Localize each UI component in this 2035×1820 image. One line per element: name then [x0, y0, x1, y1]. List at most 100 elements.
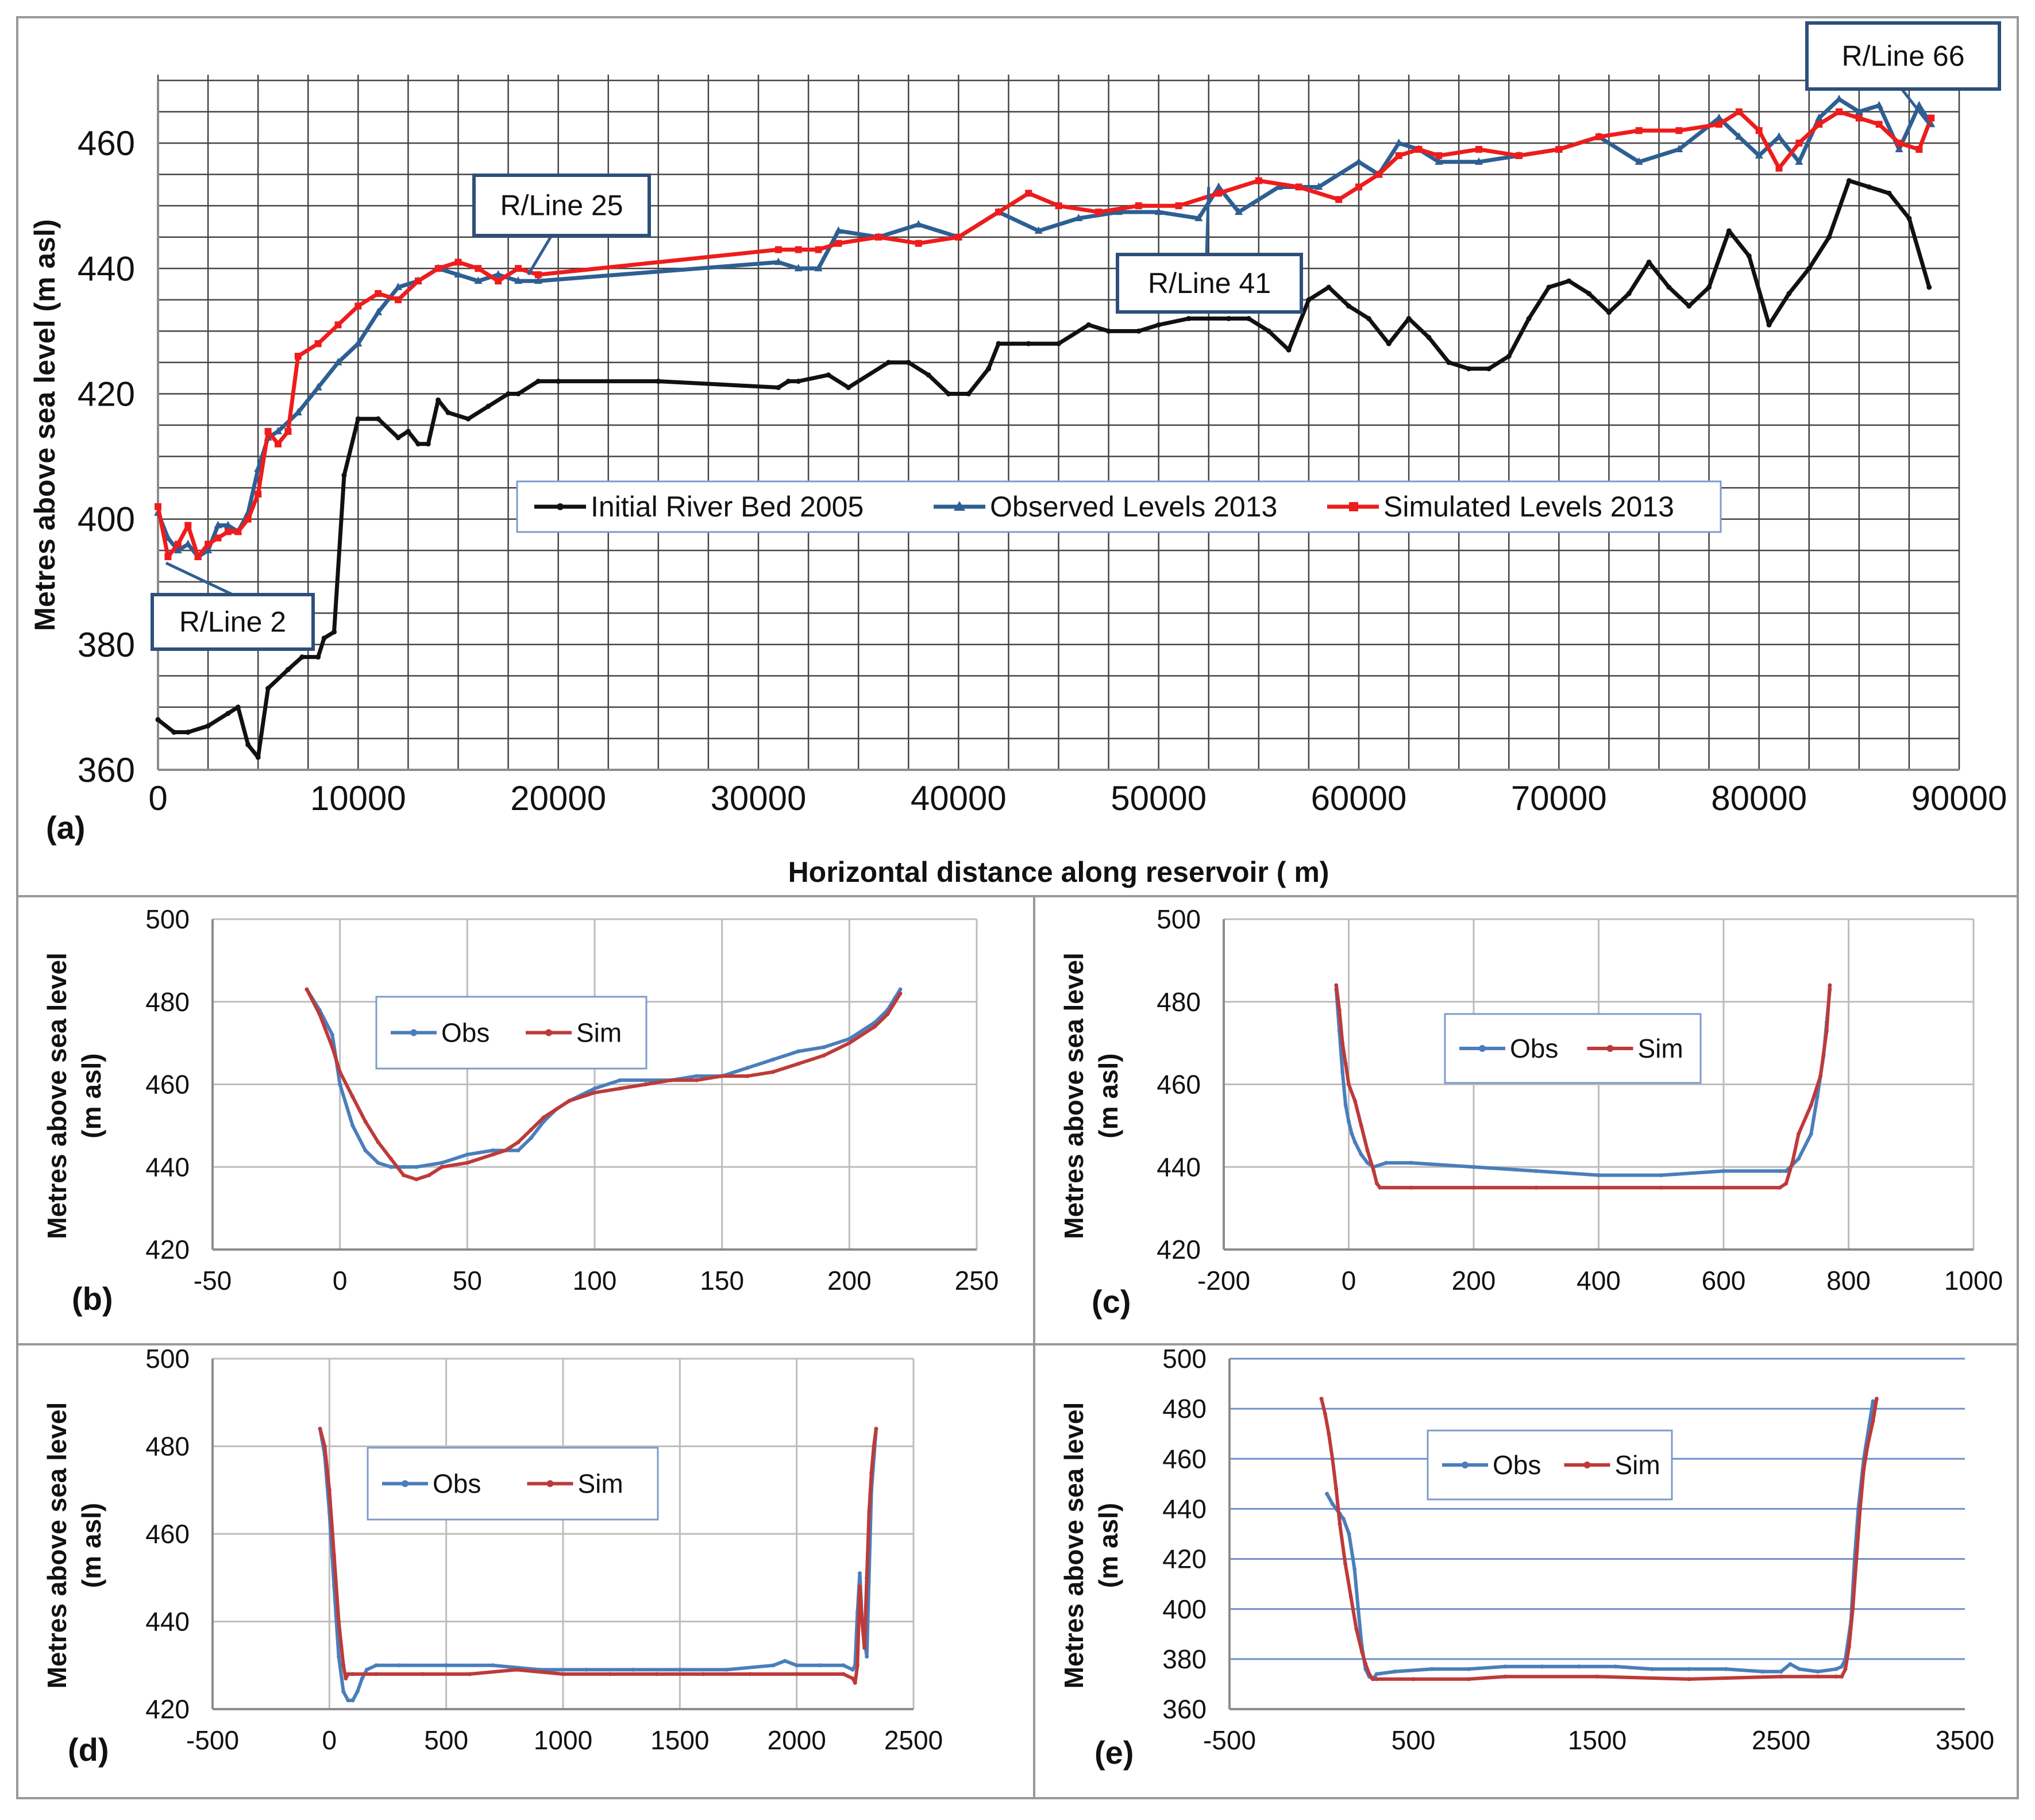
series-point-observed-levels-2013: [474, 276, 483, 284]
legend-label: Obs: [441, 1018, 490, 1048]
series-point-obs: [850, 1667, 855, 1672]
series-point-initial-river-bed-2005: [1666, 284, 1672, 290]
series-point-initial-river-bed-2005: [285, 666, 291, 672]
x-tick-label: 400: [1577, 1266, 1621, 1295]
series-point-initial-river-bed-2005: [1726, 228, 1732, 234]
series-point-sim: [865, 1575, 869, 1580]
y-tick-label: 400: [1162, 1594, 1207, 1624]
series-point-simulated-levels-2013: [795, 246, 802, 253]
series-point-initial-river-bed-2005: [321, 635, 327, 641]
series-point-sim: [1818, 1074, 1823, 1078]
series-point-obs: [631, 1667, 635, 1672]
series-point-sim: [898, 991, 903, 996]
series-point-sim: [643, 1082, 648, 1086]
series-point-observed-levels-2013: [184, 539, 192, 547]
series-point-sim: [654, 1672, 659, 1676]
series-point-initial-river-bed-2005: [1186, 316, 1192, 322]
series-point-observed-levels-2013: [334, 357, 342, 365]
series-point-sim: [1828, 983, 1832, 988]
series-point-initial-river-bed-2005: [155, 717, 161, 723]
series-point-sim: [1338, 1522, 1342, 1526]
series-point-initial-river-bed-2005: [996, 341, 1001, 346]
y-tick-label: 480: [145, 1432, 190, 1462]
series-point-obs: [360, 1676, 364, 1681]
series-point-sim: [694, 1078, 699, 1082]
series-point-obs: [1343, 1102, 1348, 1107]
series-point-initial-river-bed-2005: [245, 742, 251, 747]
series-point-simulated-levels-2013: [155, 503, 161, 510]
series-point-simulated-levels-2013: [1395, 152, 1402, 159]
series-point-obs: [364, 1667, 369, 1672]
series-point-sim: [421, 1672, 425, 1676]
series-point-obs: [796, 1049, 801, 1054]
series-point-simulated-levels-2013: [1135, 202, 1142, 210]
y-tick-label: 500: [1162, 1344, 1207, 1374]
y-tick-label: 460: [145, 1070, 190, 1100]
series-point-simulated-levels-2013: [1755, 127, 1763, 134]
series-point-sim: [745, 1074, 750, 1078]
series-point-sim: [669, 1078, 673, 1082]
annotation-label: R/Line 25: [500, 190, 623, 222]
series-point-obs: [350, 1698, 355, 1703]
series-point-sim: [885, 1012, 890, 1016]
x-tick-label: -200: [1197, 1266, 1250, 1295]
series-point-simulated-levels-2013: [1175, 202, 1182, 210]
y-tick-label: 420: [1157, 1235, 1201, 1264]
series-point-sim: [1687, 1677, 1691, 1682]
series-line-sim: [1320, 1397, 1879, 1681]
series-point-observed-levels-2013: [223, 520, 232, 529]
annotation-box: [1116, 253, 1303, 314]
series-point-obs: [1503, 1664, 1508, 1669]
series-point-sim: [1334, 983, 1339, 988]
x-tick-label: 200: [1452, 1266, 1496, 1295]
legend-marker: [402, 1480, 408, 1487]
x-tick-label: 800: [1826, 1266, 1871, 1295]
series-point-sim: [796, 1062, 801, 1066]
annotation-box: [151, 593, 315, 651]
series-point-obs: [363, 1148, 368, 1152]
series-point-simulated-levels-2013: [1295, 183, 1302, 191]
chart-a: 0 10000 20000 30000 40000 50000 60000 70000 8000…: [29, 21, 2007, 888]
series-point-sim: [1343, 1062, 1348, 1066]
panel-c-frame: [1033, 895, 2019, 1345]
series-point-observed-levels-2013: [314, 383, 322, 391]
series-point-obs: [1374, 1672, 1379, 1676]
series-point-sim: [1797, 1132, 1801, 1136]
legend-label: Simulated Levels 2013: [1383, 491, 1674, 523]
series-point-simulated-levels-2013: [275, 440, 282, 448]
series-point-obs: [847, 1036, 851, 1041]
series-point-initial-river-bed-2005: [1546, 284, 1552, 290]
series-point-initial-river-bed-2005: [205, 723, 211, 729]
series-point-simulated-levels-2013: [1555, 146, 1563, 153]
series-point-initial-river-bed-2005: [375, 416, 381, 422]
series-point-simulated-levels-2013: [1055, 202, 1062, 210]
series-point-sim: [1367, 1672, 1371, 1676]
series-point-obs: [402, 1165, 406, 1169]
series-point-obs: [1650, 1667, 1655, 1671]
series-point-initial-river-bed-2005: [1606, 310, 1612, 315]
series-point-simulated-levels-2013: [875, 233, 882, 241]
legend-marker: [546, 1480, 554, 1487]
series-point-simulated-levels-2013: [314, 340, 322, 348]
series-point-simulated-levels-2013: [454, 259, 462, 266]
series-point-initial-river-bed-2005: [1746, 253, 1752, 259]
x-tick-label: -500: [186, 1725, 239, 1755]
series-point-observed-levels-2013: [494, 270, 503, 278]
series-point-obs: [1760, 1669, 1765, 1674]
series-point-sim: [1659, 1185, 1663, 1190]
series-point-simulated-levels-2013: [475, 265, 482, 272]
series-point-initial-river-bed-2005: [405, 429, 411, 434]
legend-label: Obs: [1493, 1450, 1541, 1480]
series-point-observed-levels-2013: [814, 264, 823, 272]
chart-d: -500 0 500 1000 1500 2000 2500 420 440 460 480 500 (…: [42, 1344, 943, 1768]
series-point-observed-levels-2013: [1915, 101, 1924, 109]
series-point-obs: [1534, 1169, 1539, 1173]
series-point-sim: [855, 1663, 860, 1668]
series-point-sim: [1323, 1412, 1327, 1416]
series-point-obs: [1384, 1160, 1389, 1165]
series-point-simulated-levels-2013: [1215, 190, 1223, 197]
y-tick-label: 380: [1162, 1644, 1207, 1674]
series-point-initial-river-bed-2005: [1626, 291, 1632, 296]
legend-marker: [1349, 502, 1358, 511]
series-point-sim: [853, 1680, 857, 1685]
